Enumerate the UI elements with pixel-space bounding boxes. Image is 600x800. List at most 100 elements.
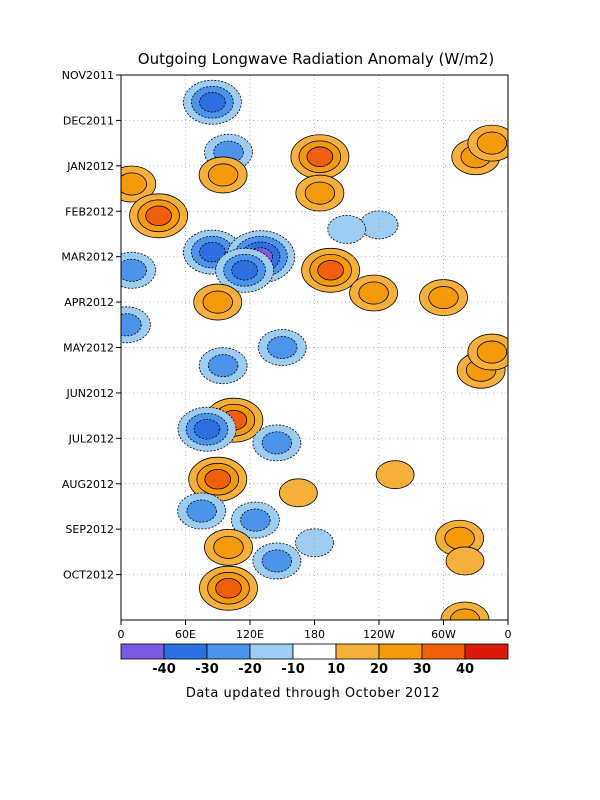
anomaly-feature	[252, 542, 302, 580]
anomaly-feature	[198, 156, 248, 194]
anomaly-feature	[295, 528, 334, 558]
contour-level	[215, 578, 242, 599]
colorbar-swatch	[464, 643, 509, 660]
colorbar-label: 20	[370, 662, 388, 677]
y-axis: NOV2011 DEC2011 JAN2012 FEB2012 MAR2012 APR20…	[61, 69, 121, 582]
data-update-note: Data updated through October 2012	[186, 686, 440, 701]
colorbar-label: -40	[152, 662, 176, 677]
contour-level	[317, 260, 344, 281]
anomaly-feature	[182, 79, 242, 125]
anomaly-feature	[252, 424, 302, 462]
anomaly-feature	[230, 501, 280, 539]
anomaly-feature	[375, 460, 415, 490]
y-tick-label: MAY2012	[63, 342, 114, 355]
contour-level	[428, 286, 459, 310]
contour-level	[193, 419, 221, 440]
colorbar-swatch	[249, 643, 294, 660]
contour-level	[476, 131, 508, 155]
y-tick-label: AUG2012	[62, 478, 114, 491]
contour-level	[261, 549, 293, 573]
contour-level	[213, 535, 244, 559]
contour-level	[375, 460, 415, 490]
anomaly-feature	[188, 456, 248, 502]
x-tick-label: 0	[505, 628, 512, 641]
anomaly-feature	[199, 565, 258, 611]
anomaly-feature	[327, 215, 367, 244]
contour-level	[444, 526, 475, 550]
anomaly-feature	[278, 478, 318, 508]
anomaly-feature	[295, 174, 345, 212]
contour-level	[267, 335, 298, 359]
anomaly-feature	[301, 247, 361, 293]
y-tick-label: DEC2011	[63, 114, 114, 127]
colorbar-label: 30	[413, 662, 431, 677]
x-tick-label: 180	[304, 628, 325, 641]
anomaly-feature	[467, 333, 508, 371]
contour-level	[476, 340, 508, 364]
anomaly-feature	[467, 124, 508, 162]
colorbar-swatch	[163, 643, 208, 660]
contour-level	[304, 181, 336, 205]
colorbar-swatch	[421, 643, 466, 660]
colorbar: -40 -30 -20 -10 10 20 30 40	[120, 643, 509, 677]
anomaly-feature	[198, 347, 248, 385]
contour-level	[186, 499, 217, 523]
contour-level	[359, 210, 399, 240]
contour-level	[240, 508, 271, 532]
anomaly-feature	[290, 134, 350, 180]
contour-level	[121, 172, 147, 196]
anomaly-feature	[121, 306, 151, 344]
anomaly-feature	[177, 492, 227, 530]
y-tick-label: JAN2012	[66, 160, 114, 173]
colorbar-swatch	[206, 643, 251, 660]
contour-level	[445, 546, 485, 576]
contour-level	[261, 431, 293, 455]
contour-level	[449, 608, 481, 620]
x-tick-label: 120W	[363, 628, 395, 641]
contour-level	[207, 163, 239, 187]
x-tick-label: 0	[118, 628, 125, 641]
contour-level	[295, 528, 334, 558]
anomaly-feature	[445, 546, 485, 576]
anomaly-feature	[215, 247, 275, 293]
anomaly-feature	[419, 279, 468, 316]
y-tick-label: OCT2012	[63, 569, 114, 582]
contour-level	[207, 354, 239, 378]
y-tick-label: JUL2012	[68, 432, 114, 445]
x-tick-label: 120E	[236, 628, 264, 641]
colorbar-swatch	[378, 643, 423, 660]
anomaly-feature	[121, 165, 157, 203]
contour-level	[231, 260, 258, 281]
contour-level	[327, 215, 367, 244]
contour-level	[121, 258, 147, 282]
y-tick-label: FEB2012	[65, 205, 114, 218]
anomaly-feature	[121, 251, 157, 289]
x-tick-label: 60E	[175, 628, 196, 641]
colorbar-swatch	[335, 643, 380, 660]
anomaly-feature	[129, 193, 189, 239]
colorbar-label: 40	[456, 662, 474, 677]
colorbar-label: -10	[281, 662, 305, 677]
contour-level	[199, 92, 226, 113]
colorbar-swatch	[120, 643, 165, 660]
contour-level	[278, 478, 318, 508]
contour-level	[145, 205, 172, 226]
contour-level	[121, 313, 142, 337]
y-tick-label: SEP2012	[65, 523, 114, 536]
anomaly-feature	[440, 601, 490, 620]
colorbar-label: 10	[327, 662, 345, 677]
anomaly-feature	[177, 406, 237, 452]
anomaly-feature	[204, 528, 253, 566]
contour-level	[204, 469, 232, 490]
anomaly-feature	[349, 274, 399, 312]
y-tick-label: JUN2012	[65, 387, 114, 400]
x-tick-label: 60W	[431, 628, 456, 641]
chart-title: Outgoing Longwave Radiation Anomaly (W/m…	[138, 50, 494, 68]
plot-area	[120, 74, 509, 621]
contour-level	[306, 146, 334, 167]
contour-level	[199, 241, 226, 263]
grid-lines	[121, 75, 508, 620]
contour-level	[358, 281, 389, 305]
y-tick-label: MAR2012	[61, 251, 114, 264]
